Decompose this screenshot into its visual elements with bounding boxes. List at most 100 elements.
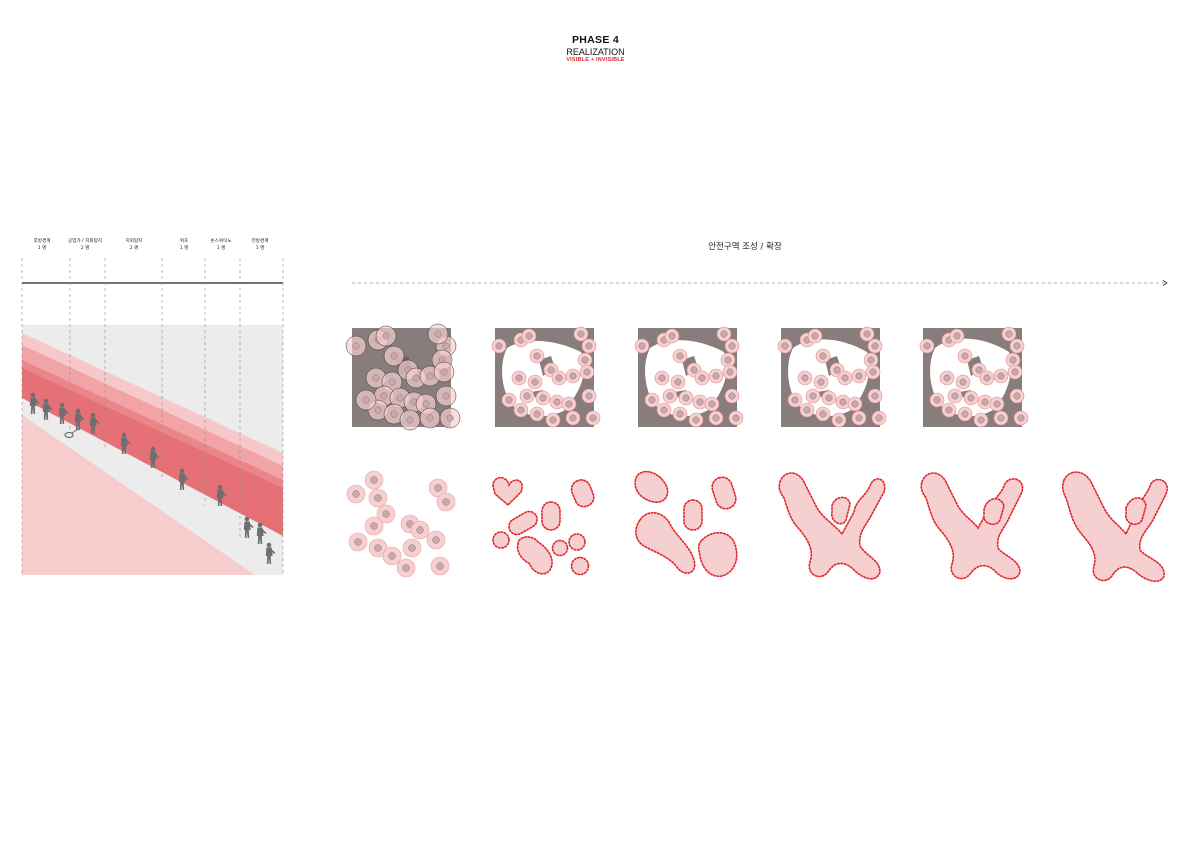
- detected-point: [388, 552, 396, 560]
- zone-blob: [508, 510, 538, 536]
- detected-point: [981, 398, 989, 406]
- detected-point: [422, 400, 430, 408]
- safe-zone-stages: [346, 470, 1168, 583]
- detected-point: [525, 332, 533, 340]
- detected-point: [382, 510, 390, 518]
- detected-point: [943, 374, 951, 382]
- detected-point: [732, 414, 740, 422]
- detector-pole: [71, 427, 81, 434]
- detected-point: [577, 330, 585, 338]
- squad-formation-panel: [21, 258, 284, 575]
- detected-point: [692, 416, 700, 424]
- detected-point: [674, 378, 682, 386]
- detected-point: [668, 332, 676, 340]
- phase-tagline: VISIBLE + INVISIBLE: [566, 57, 625, 63]
- area-map-stages: [345, 323, 1029, 431]
- detected-point: [553, 398, 561, 406]
- detected-point: [871, 342, 879, 350]
- detected-point: [708, 400, 716, 408]
- detected-point: [426, 372, 434, 380]
- detected-point: [875, 414, 883, 422]
- detected-point: [712, 372, 720, 380]
- detected-point: [1011, 368, 1019, 376]
- detected-point: [720, 330, 728, 338]
- detected-point: [855, 414, 863, 422]
- detected-point: [801, 374, 809, 382]
- safe-zone-stage-5: [920, 472, 1024, 580]
- detected-point: [658, 374, 666, 382]
- zone-blob: [1125, 497, 1147, 526]
- detected-point: [977, 416, 985, 424]
- detected-point: [388, 378, 396, 386]
- detected-point: [726, 368, 734, 376]
- detected-point: [997, 414, 1005, 422]
- detected-point: [997, 372, 1005, 380]
- detected-point: [676, 352, 684, 360]
- zone-blob: [570, 479, 595, 508]
- detected-point: [406, 416, 414, 424]
- detected-point: [660, 406, 668, 414]
- detected-point: [863, 330, 871, 338]
- detected-point: [583, 368, 591, 376]
- flow-label: 안전구역 조성 / 확장: [708, 242, 782, 252]
- role-label-hand-clearance: 손스위이노 1 명: [210, 239, 232, 251]
- detected-point: [549, 416, 557, 424]
- detected-point: [442, 498, 450, 506]
- detected-point: [967, 394, 975, 402]
- detected-point: [648, 396, 656, 404]
- zone-blob: [516, 536, 553, 575]
- detected-point: [374, 544, 382, 552]
- detected-point: [855, 372, 863, 380]
- detected-point: [1005, 330, 1013, 338]
- detected-point: [440, 368, 448, 376]
- detected-point: [993, 400, 1001, 408]
- detected-point: [839, 398, 847, 406]
- detected-point: [666, 392, 674, 400]
- detected-point: [728, 342, 736, 350]
- area-map-stage-2: [491, 326, 601, 428]
- detected-point: [434, 330, 442, 338]
- zone-blob: [983, 498, 1005, 526]
- detected-point: [923, 342, 931, 350]
- detected-point: [961, 410, 969, 418]
- detected-point: [354, 538, 362, 546]
- detected-point: [933, 396, 941, 404]
- role-label-medic: 위호 1 명: [179, 239, 189, 251]
- detected-point: [867, 356, 875, 364]
- zone-blob: [920, 472, 1024, 580]
- soldier-figures: [29, 392, 276, 564]
- detected-point: [983, 374, 991, 382]
- detected-point: [416, 526, 424, 534]
- phase-subtitle: REALIZATION: [566, 47, 625, 57]
- detected-point: [505, 396, 513, 404]
- detected-point: [517, 406, 525, 414]
- detected-point: [370, 522, 378, 530]
- detected-point: [835, 416, 843, 424]
- detected-point: [390, 352, 398, 360]
- detected-point: [819, 410, 827, 418]
- area-map-stage-5: [919, 326, 1029, 428]
- detected-point: [569, 372, 577, 380]
- role-label-rear-guard: 후방경계 1 명: [33, 239, 51, 251]
- expansion-arrow: [352, 280, 1168, 286]
- detected-point: [446, 414, 454, 422]
- detected-point: [436, 562, 444, 570]
- detected-point: [1013, 342, 1021, 350]
- mine-detector-icon: [64, 431, 74, 439]
- zone-blob: [570, 556, 590, 576]
- zone-blob: [711, 476, 737, 510]
- detected-point: [533, 352, 541, 360]
- area-map-stage-3: [634, 326, 744, 428]
- detected-point: [1017, 414, 1025, 422]
- detected-point: [547, 366, 555, 374]
- zone-blob: [683, 499, 703, 531]
- detected-point: [959, 378, 967, 386]
- detected-point: [817, 378, 825, 386]
- detected-point: [352, 342, 360, 350]
- role-label-front-guard: 전방경계 1 명: [251, 239, 269, 251]
- area-map-stage-4: [777, 326, 887, 428]
- detected-point: [380, 392, 388, 400]
- detected-point: [565, 400, 573, 408]
- detected-point: [408, 544, 416, 552]
